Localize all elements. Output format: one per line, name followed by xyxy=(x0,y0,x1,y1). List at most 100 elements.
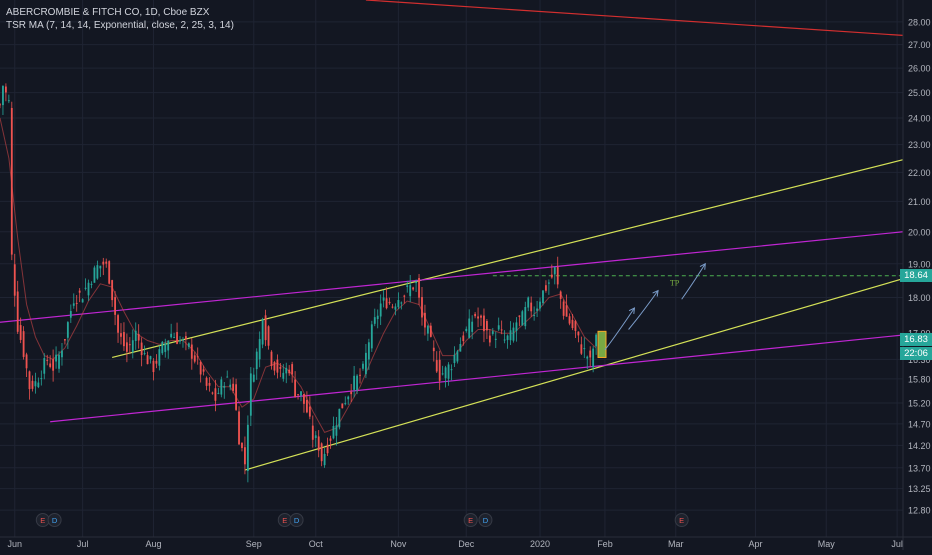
candle-body xyxy=(530,302,533,312)
candle-body xyxy=(223,385,226,388)
earnings-marker[interactable] xyxy=(463,513,478,527)
annotations: TP xyxy=(604,262,706,351)
candle-body xyxy=(22,331,25,357)
candle-body xyxy=(291,364,294,375)
candle-body xyxy=(43,358,46,374)
candle-body xyxy=(559,291,562,299)
earnings-marker-label: E xyxy=(282,516,287,525)
candle-body xyxy=(400,302,403,304)
candle-body xyxy=(394,306,397,310)
y-tick-label: 19.00 xyxy=(908,259,931,269)
x-tick-label: Sep xyxy=(246,539,262,549)
candle-body xyxy=(441,373,444,375)
candle-body xyxy=(285,367,288,374)
candle-body xyxy=(202,369,205,372)
projection-arrowhead xyxy=(628,307,636,315)
trendline-upper-yellow[interactable] xyxy=(111,159,904,359)
candle-body xyxy=(294,379,297,398)
candle-body xyxy=(462,335,465,342)
candle-body xyxy=(193,355,196,362)
candle-body xyxy=(131,340,134,353)
candle-body xyxy=(323,453,326,466)
candle-body xyxy=(314,435,317,439)
candle-body xyxy=(102,261,105,265)
candle-body xyxy=(2,86,4,106)
candle-body xyxy=(241,442,243,448)
candle-body xyxy=(34,381,37,387)
earnings-marker-label: E xyxy=(468,516,473,525)
candle-body xyxy=(226,376,229,378)
candle-body xyxy=(246,424,249,472)
y-tick-label: 21.00 xyxy=(908,197,931,207)
candle-body xyxy=(111,280,114,301)
candle-body xyxy=(238,411,240,445)
candle-body xyxy=(497,325,500,330)
candle-body xyxy=(66,322,69,338)
candle-body xyxy=(55,354,57,362)
candle-body xyxy=(187,343,190,347)
dividend-marker-label: D xyxy=(52,516,58,525)
candle-body xyxy=(477,316,479,319)
trendline-downtrend[interactable] xyxy=(365,0,904,37)
candle-body xyxy=(571,319,574,329)
candle-body xyxy=(586,356,589,359)
candle-body xyxy=(229,384,232,387)
candle-body xyxy=(297,394,299,396)
candle-body xyxy=(533,314,536,316)
candle-body xyxy=(196,356,199,358)
candle-body xyxy=(267,326,270,346)
y-tick-label: 13.25 xyxy=(908,484,931,494)
y-tick-label: 13.70 xyxy=(908,463,931,473)
candle-body xyxy=(72,303,75,306)
indicator-title[interactable]: TSR MA (7, 14, 14, Exponential, close, 2… xyxy=(6,20,234,31)
candle-body xyxy=(155,360,158,364)
candle-body xyxy=(288,369,291,374)
candle-body xyxy=(128,344,131,346)
candle-body xyxy=(332,426,335,439)
candle-body xyxy=(46,359,49,361)
x-tick-label: Nov xyxy=(390,539,407,549)
candle-body xyxy=(64,339,66,341)
candle-body xyxy=(214,388,217,401)
trendline-lower-magenta[interactable] xyxy=(50,334,904,423)
y-tick-label: 27.00 xyxy=(908,40,931,50)
trendline-upper-magenta[interactable] xyxy=(0,231,904,323)
grid xyxy=(0,0,903,537)
candle-body xyxy=(255,351,258,370)
candle-body xyxy=(167,340,170,351)
y-tick-label: 26.00 xyxy=(908,64,931,74)
candle-body xyxy=(503,339,506,341)
candle-body xyxy=(565,305,568,317)
trendline-lower-yellow[interactable] xyxy=(244,278,904,471)
candle-body xyxy=(249,373,252,416)
candle-body xyxy=(382,297,385,301)
candle-body xyxy=(252,374,255,382)
candle-body xyxy=(152,360,155,373)
y-tick-label: 14.70 xyxy=(908,419,931,429)
candle-body xyxy=(524,306,527,327)
candle-body xyxy=(388,301,391,304)
candle-body xyxy=(403,295,406,297)
candle-body xyxy=(335,425,338,436)
candle-body xyxy=(52,359,55,371)
candle-body xyxy=(373,317,376,324)
dividend-marker[interactable] xyxy=(478,513,493,527)
candle-body xyxy=(385,298,388,309)
candle-body xyxy=(406,285,409,288)
dividend-marker[interactable] xyxy=(289,513,304,527)
target-label: TP xyxy=(670,279,680,288)
y-tick-label: 12.80 xyxy=(908,506,931,516)
candle-body xyxy=(282,372,285,379)
candle-body xyxy=(536,308,538,311)
candle-body xyxy=(208,382,211,386)
candle-body xyxy=(592,348,595,368)
candle-body xyxy=(13,264,16,296)
earnings-marker[interactable] xyxy=(674,513,689,527)
candle-body xyxy=(515,322,518,331)
candle-body xyxy=(367,342,370,360)
symbol-title[interactable]: ABERCROMBIE & FITCH CO, 1D, Cboe BZX xyxy=(6,7,210,18)
dividend-marker[interactable] xyxy=(47,513,62,527)
y-tick-label: 15.80 xyxy=(908,374,931,384)
